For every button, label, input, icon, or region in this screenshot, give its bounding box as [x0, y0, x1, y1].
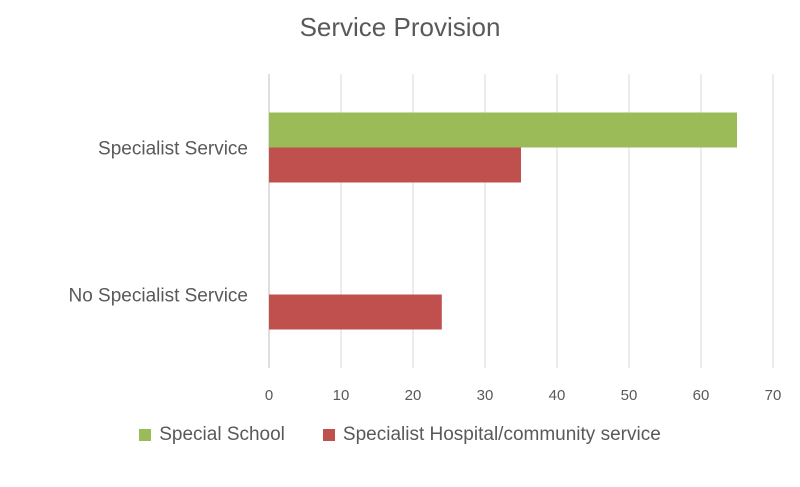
x-tick-label-0: 0	[265, 387, 273, 404]
x-tick-label-20: 20	[405, 387, 422, 404]
x-tick-label-60: 60	[693, 387, 710, 404]
legend-label-series-0: Special School	[159, 424, 285, 445]
legend-label-series-1: Specialist Hospital/community service	[342, 424, 661, 445]
legend-item-series-1: Specialist Hospital/community service	[322, 424, 661, 446]
category-label-1: No Specialist Service	[68, 286, 248, 307]
x-tick-label-10: 10	[333, 387, 350, 404]
legend: Special School Specialist Hospital/commu…	[0, 424, 800, 446]
x-tick-label-50: 50	[621, 387, 638, 404]
x-tick-label-70: 70	[765, 387, 782, 404]
bar-0-0	[269, 112, 737, 148]
legend-swatch-series-0	[139, 429, 152, 441]
legend-item-series-0: Special School	[139, 424, 285, 446]
legend-swatch-series-1	[322, 429, 335, 441]
bar-1-1	[269, 294, 442, 330]
category-label-0: Specialist Service	[98, 139, 248, 160]
chart-title: Service Provision	[299, 12, 501, 42]
bar-1-0	[269, 147, 521, 183]
x-tick-label-40: 40	[549, 387, 566, 404]
x-tick-label-30: 30	[477, 387, 494, 404]
